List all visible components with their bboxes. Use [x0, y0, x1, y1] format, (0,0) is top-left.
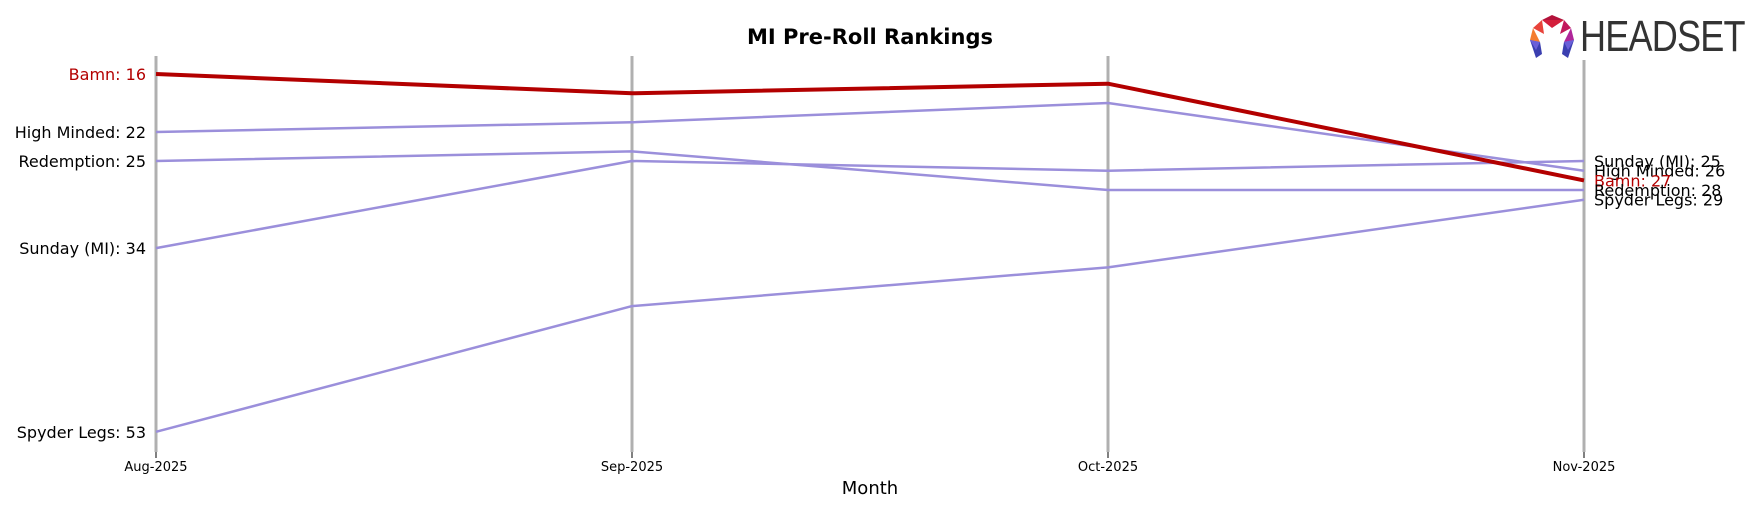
right-label: Bamn: 27 — [1594, 171, 1671, 190]
x-axis-ticks: Aug-2025 Sep-2025 Oct-2025 Nov-2025 — [124, 452, 1615, 475]
left-label: High Minded: 22 — [15, 123, 146, 142]
right-label: Sunday (MI): 25 — [1594, 152, 1721, 171]
left-label: Bamn: 16 — [69, 65, 146, 84]
headset-logo: HEADSET — [1528, 12, 1758, 62]
left-labels: Bamn: 16 High Minded: 22 Redemption: 25 Sun… — [15, 65, 146, 442]
left-label: Sunday (MI): 34 — [19, 239, 146, 258]
series-line-sunday-mi- — [155, 159, 1585, 250]
left-label: Redemption: 25 — [19, 152, 146, 171]
series-line-bamn — [155, 72, 1585, 183]
x-tick-label: Sep-2025 — [601, 460, 663, 475]
headset-logo-text: HEADSET — [1580, 12, 1745, 61]
right-label: Redemption: 28 — [1594, 181, 1721, 200]
x-tick-label: Oct-2025 — [1078, 460, 1138, 475]
right-label: Spyder Legs: 29 — [1594, 191, 1723, 210]
vertical-gridlines — [154, 56, 1586, 452]
headset-logo-icon — [1530, 15, 1574, 58]
series-line-spyder-legs — [155, 198, 1585, 434]
x-tick-label: Aug-2025 — [124, 460, 187, 475]
series-line-redemption — [155, 150, 1584, 192]
chart-title: MI Pre-Roll Rankings — [747, 25, 993, 49]
x-axis-label: Month — [842, 478, 898, 499]
series-line-high-minded — [155, 101, 1585, 172]
x-tick-label: Nov-2025 — [1553, 460, 1616, 475]
series-lines — [155, 72, 1585, 434]
left-label: Spyder Legs: 53 — [17, 423, 146, 442]
right-label: High Minded: 26 — [1594, 162, 1725, 181]
